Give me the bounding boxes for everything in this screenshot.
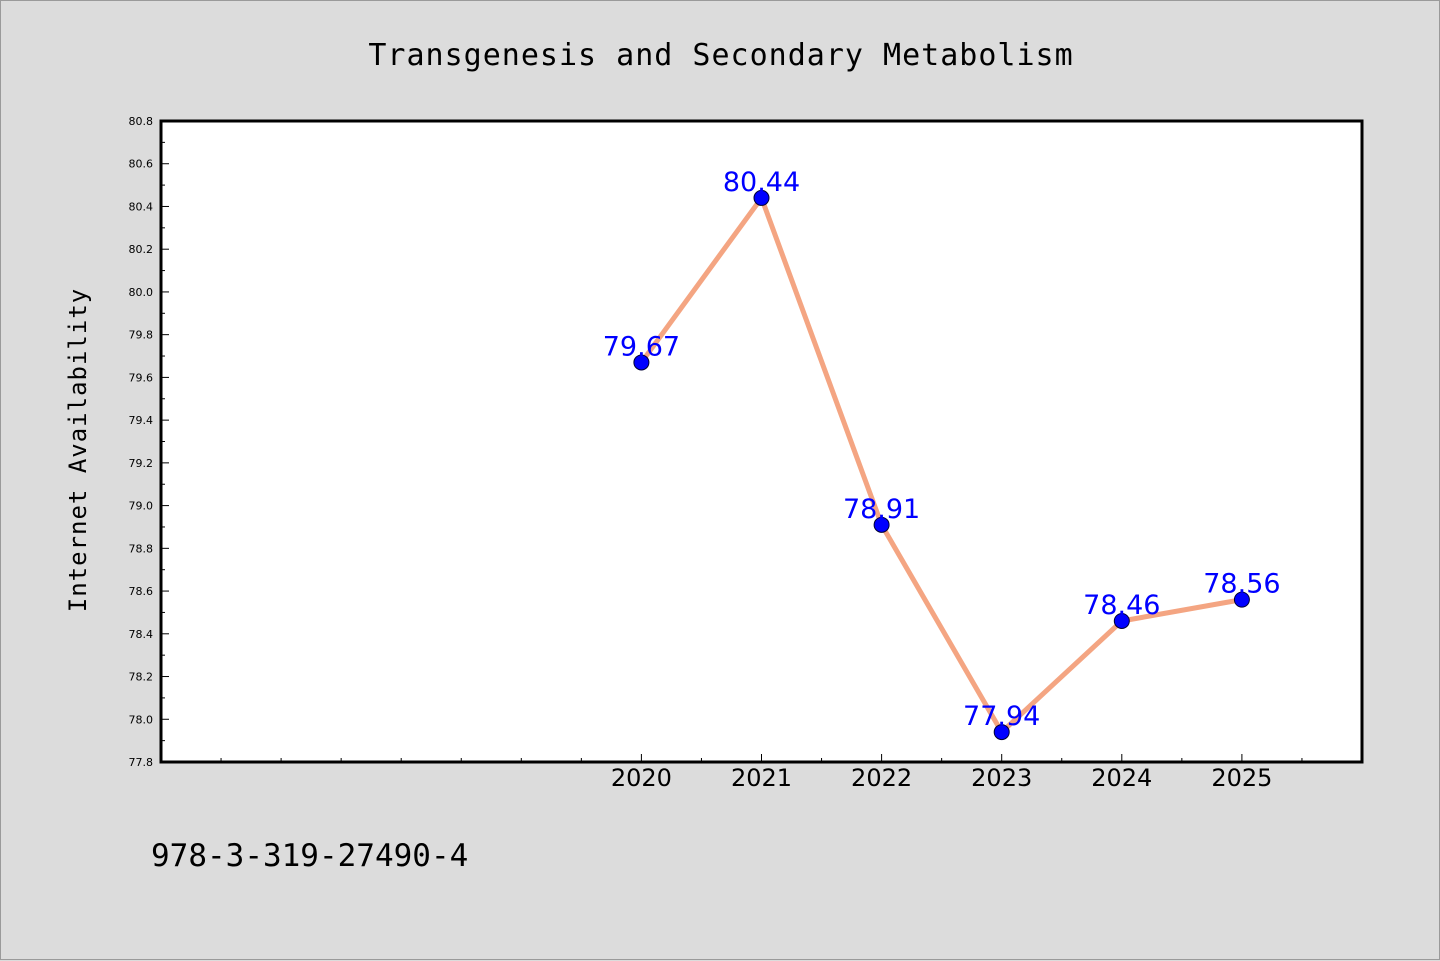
x-tick-label: 2023 bbox=[971, 764, 1032, 792]
data-label: 78.91 bbox=[843, 494, 920, 525]
series-line bbox=[639, 195, 1243, 735]
x-tick-label: 2021 bbox=[731, 764, 792, 792]
data-label: 78.56 bbox=[1203, 569, 1280, 600]
y-tick-label: 80.8 bbox=[129, 115, 154, 128]
y-tick-label: 79.8 bbox=[129, 329, 154, 342]
data-point bbox=[873, 516, 890, 533]
data-point bbox=[633, 354, 650, 371]
y-tick-label: 78.2 bbox=[129, 671, 154, 684]
y-tick-label: 80.0 bbox=[129, 286, 154, 299]
data-point bbox=[753, 189, 770, 206]
data-label: 79.67 bbox=[603, 331, 680, 362]
x-tick-label: 2022 bbox=[851, 764, 912, 792]
data-label: 77.94 bbox=[963, 701, 1040, 732]
y-tick-label: 80.4 bbox=[129, 200, 154, 213]
y-axis-label: Internet Availability bbox=[64, 288, 92, 612]
x-axis-ticks: 2020 2021 2022 2023 2024 2025 bbox=[220, 754, 1303, 792]
data-label: 78.46 bbox=[1083, 590, 1160, 621]
y-tick-label: 78.0 bbox=[129, 713, 154, 726]
data-point bbox=[993, 724, 1010, 741]
isbn-footer: 978-3-319-27490-4 bbox=[151, 838, 468, 874]
y-tick-label: 79.6 bbox=[129, 371, 154, 384]
y-tick-label: 79.0 bbox=[129, 500, 154, 513]
y-axis-ticks: 77.8 78.0 78.2 78.4 78.6 78.8 79.0 79.2 79.4 79.6… bbox=[129, 115, 169, 769]
x-tick-label: 2025 bbox=[1211, 764, 1272, 792]
y-tick-label: 77.8 bbox=[129, 756, 154, 769]
x-tick-label: 2024 bbox=[1091, 764, 1152, 792]
data-label: 80.44 bbox=[723, 167, 800, 198]
y-tick-label: 80.6 bbox=[129, 158, 154, 171]
y-tick-label: 78.8 bbox=[129, 542, 154, 555]
x-tick-label: 2020 bbox=[611, 764, 672, 792]
y-tick-label: 79.2 bbox=[129, 457, 154, 470]
data-point bbox=[1233, 591, 1250, 608]
data-point bbox=[1113, 612, 1130, 629]
y-tick-label: 78.4 bbox=[129, 628, 154, 641]
y-tick-label: 78.6 bbox=[129, 585, 154, 598]
series-layer: 79.67 80.44 78.91 77.94 78.46 78.56 bbox=[603, 167, 1281, 741]
chart-title: Transgenesis and Secondary Metabolism bbox=[368, 38, 1073, 73]
y-tick-label: 80.2 bbox=[129, 243, 154, 256]
plot-area bbox=[159, 119, 1364, 764]
y-tick-label: 79.4 bbox=[129, 414, 154, 427]
